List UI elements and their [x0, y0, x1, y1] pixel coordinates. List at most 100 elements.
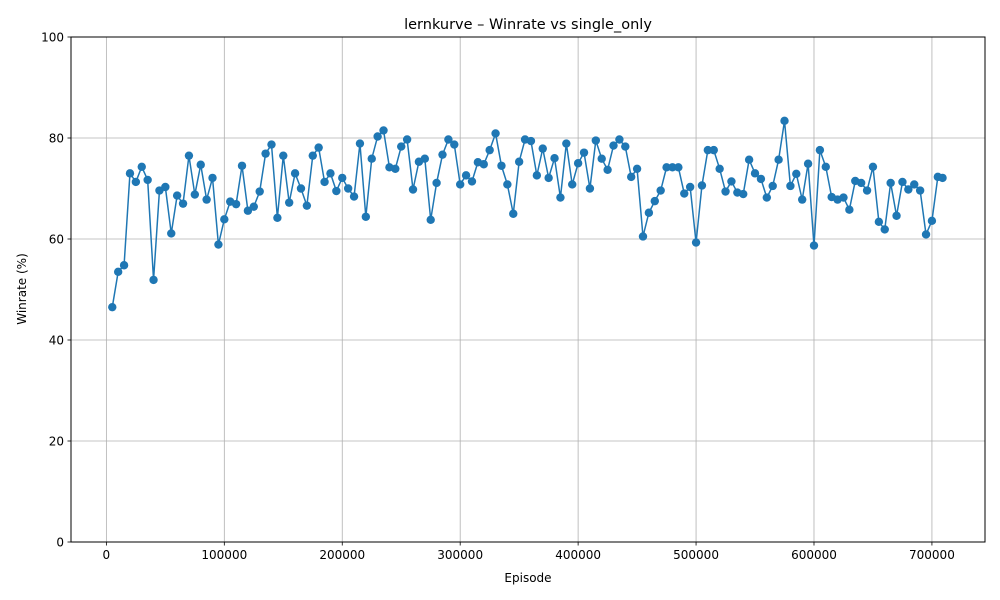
data-point: [284, 198, 294, 207]
data-point: [703, 145, 713, 155]
data-point: [108, 302, 117, 312]
data-point: [709, 145, 718, 155]
data-point: [391, 164, 400, 173]
data-point: [491, 129, 500, 138]
data-point: [172, 191, 182, 200]
data-point: [308, 151, 317, 160]
data-point: [167, 229, 176, 238]
data-point: [397, 142, 406, 151]
data-point: [202, 195, 211, 204]
data-point: [839, 193, 848, 202]
data-point: [886, 178, 895, 188]
data-point: [479, 160, 488, 169]
y-tick-label: 20: [49, 435, 64, 449]
data-point: [161, 182, 170, 192]
y-axis-label: Winrate (%): [15, 253, 29, 325]
data-point: [438, 150, 447, 159]
data-point: [249, 202, 258, 211]
winrate-series: [108, 116, 947, 312]
data-point: [314, 143, 323, 152]
data-point: [656, 186, 665, 195]
data-point: [892, 211, 901, 220]
data-point: [597, 154, 606, 163]
data-point: [261, 149, 270, 158]
data-point: [444, 135, 453, 144]
data-point: [638, 232, 648, 241]
data-point: [644, 208, 654, 217]
data-point: [680, 189, 689, 198]
data-point: [674, 163, 683, 172]
grid-lines: [71, 36, 985, 543]
data-point: [556, 193, 565, 202]
data-point: [538, 144, 547, 153]
data-point: [662, 163, 671, 172]
data-point: [379, 126, 388, 135]
data-point: [650, 196, 659, 206]
plot-frame: [70, 36, 986, 543]
data-point: [408, 185, 418, 194]
y-tick-label: 80: [49, 132, 64, 146]
data-point: [809, 241, 819, 250]
data-point: [485, 145, 494, 155]
data-point: [821, 162, 830, 171]
data-point: [768, 181, 777, 191]
data-point: [503, 180, 512, 189]
data-point: [214, 240, 223, 249]
data-point: [113, 267, 123, 277]
data-point: [137, 162, 146, 171]
data-point: [562, 139, 571, 148]
chart-title: lernkurve – Winrate vs single_only: [404, 17, 652, 33]
data-point: [904, 185, 913, 194]
data-point: [762, 193, 772, 202]
data-point: [668, 163, 677, 172]
data-point: [750, 169, 760, 178]
data-point: [632, 164, 642, 173]
data-point: [927, 216, 937, 226]
data-point: [585, 184, 595, 193]
x-tick-label: 400000: [555, 548, 601, 562]
data-point: [402, 135, 412, 144]
data-point: [697, 181, 707, 190]
y-tick-label: 0: [56, 536, 64, 550]
data-point: [467, 177, 477, 186]
data-point: [426, 215, 435, 225]
data-point: [550, 154, 559, 163]
x-axis-label: Episode: [504, 571, 551, 585]
data-point: [509, 209, 518, 218]
x-tick-label: 100000: [201, 548, 247, 562]
data-point: [798, 195, 807, 204]
data-point: [143, 175, 152, 185]
x-tick-label: 0: [103, 548, 111, 562]
data-point: [792, 169, 801, 179]
data-point: [691, 238, 701, 247]
data-point: [420, 154, 430, 163]
y-tick-label: 100: [41, 31, 64, 45]
x-tick-label: 600000: [791, 548, 837, 562]
y-tick-label: 40: [49, 334, 64, 348]
data-point: [326, 169, 335, 178]
data-point: [255, 187, 264, 196]
data-point: [361, 212, 371, 221]
data-point: [338, 173, 347, 183]
data-point: [343, 184, 353, 193]
data-point: [568, 180, 577, 189]
data-point: [910, 180, 919, 189]
data-point: [532, 171, 542, 180]
data-point: [880, 225, 889, 234]
data-point: [178, 199, 188, 208]
data-point: [220, 215, 229, 224]
data-point: [302, 201, 312, 210]
data-point: [450, 140, 459, 149]
data-point: [774, 155, 783, 164]
data-point: [367, 154, 376, 163]
data-point: [119, 261, 129, 270]
data-point: [208, 173, 217, 183]
data-point: [355, 139, 365, 148]
data-point: [915, 186, 925, 195]
data-point: [780, 116, 789, 126]
data-point: [320, 177, 329, 187]
data-point: [526, 136, 536, 146]
data-point: [373, 132, 382, 141]
data-point: [715, 164, 724, 173]
